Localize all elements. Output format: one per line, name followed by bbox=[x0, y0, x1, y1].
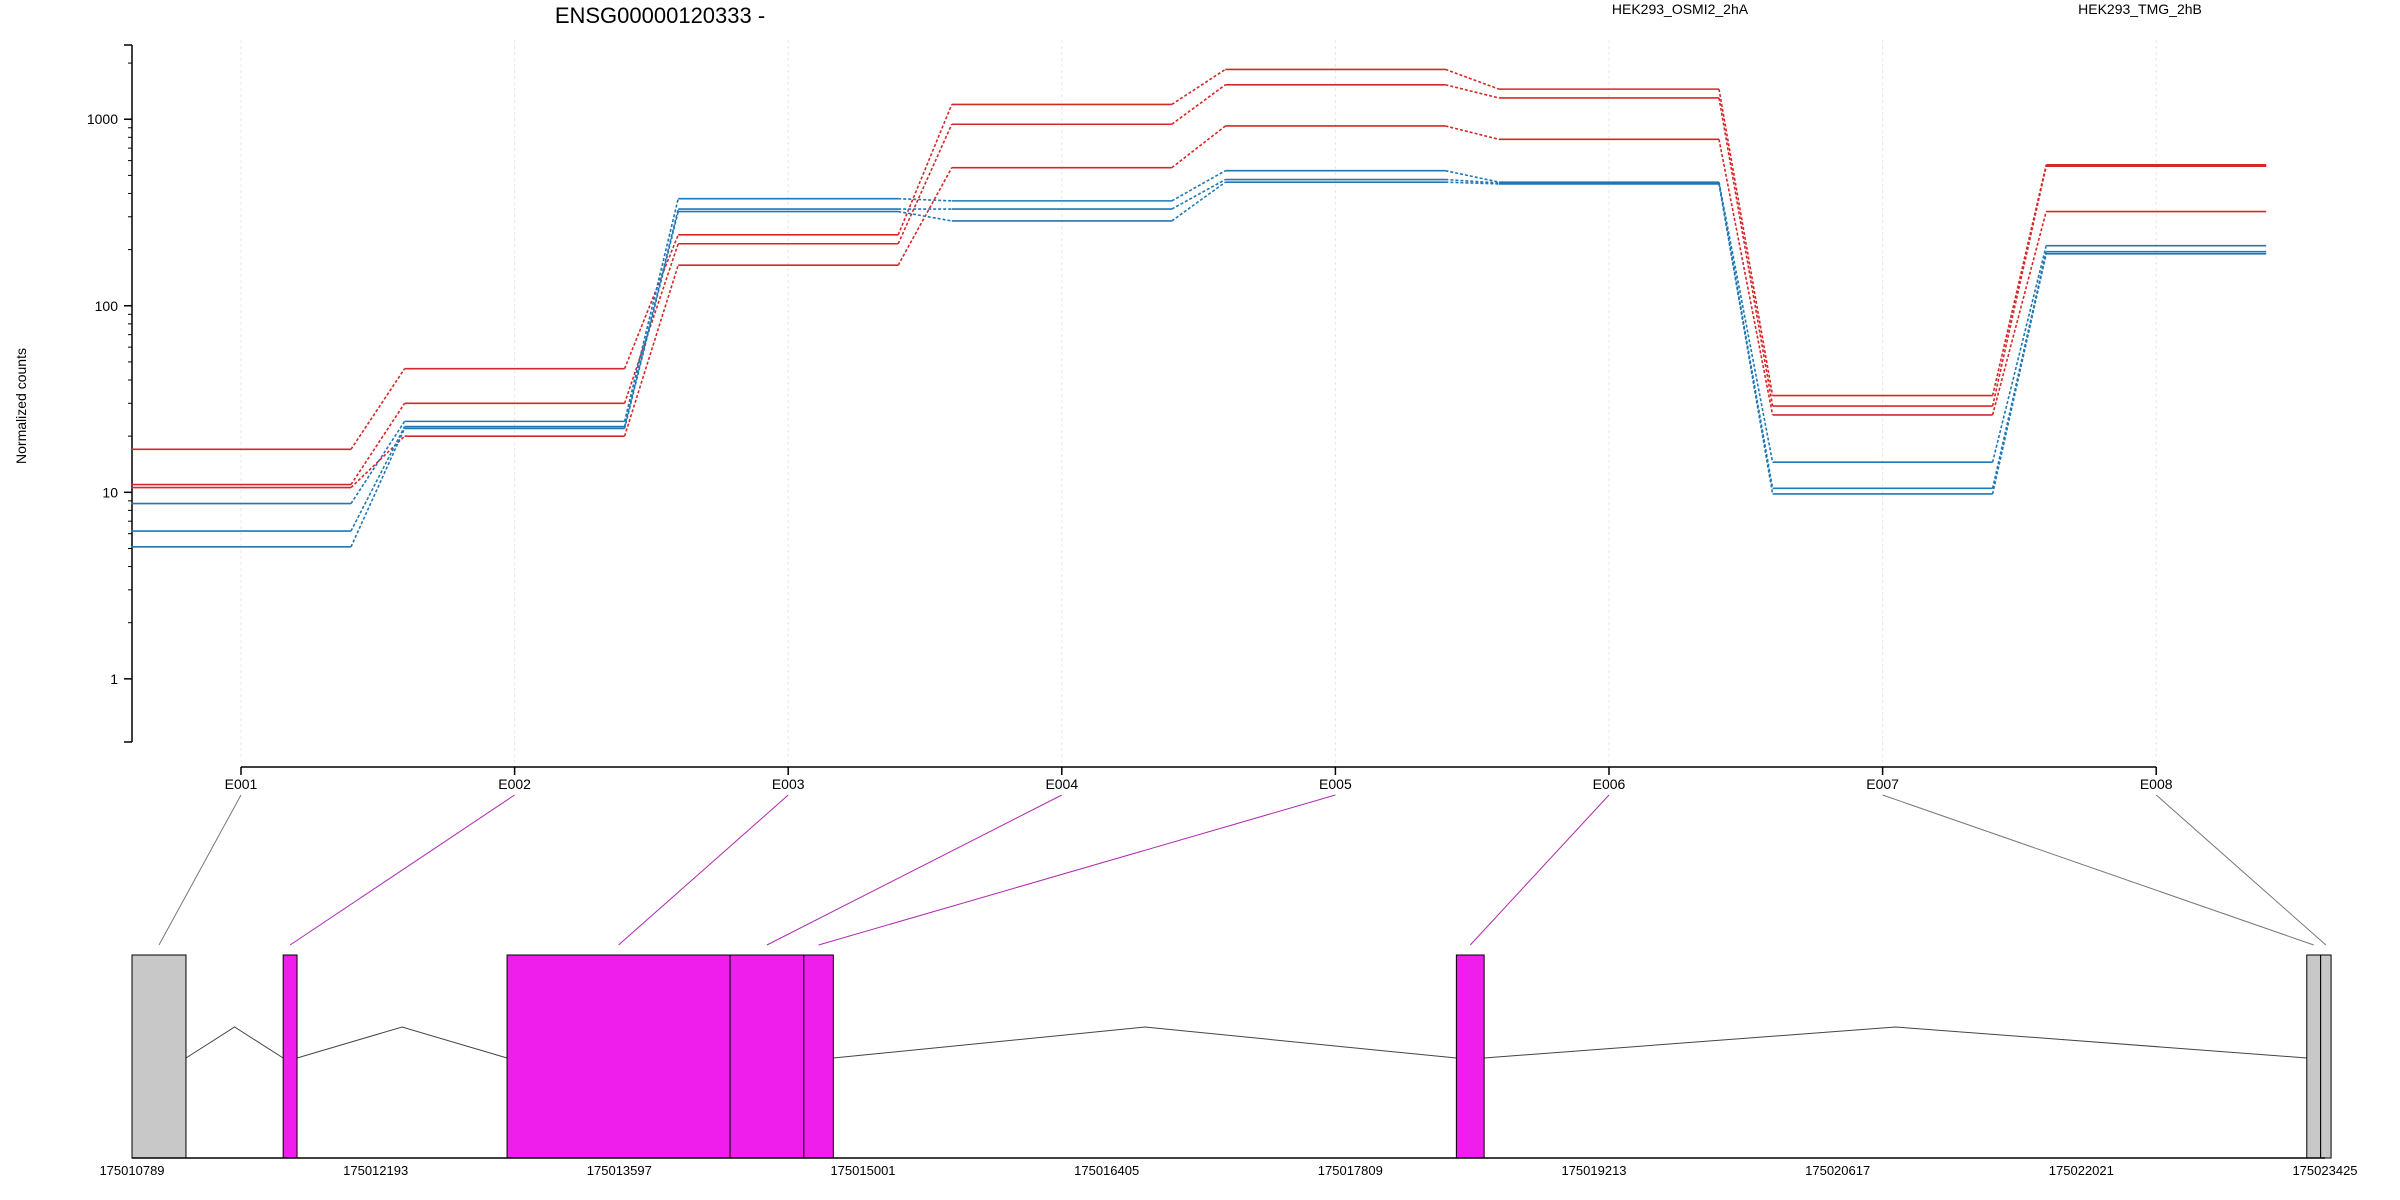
y-tick-label: 10 bbox=[102, 484, 118, 500]
genomic-tick-label: 175023425 bbox=[2292, 1163, 2357, 1178]
genomic-tick-label: 175012193 bbox=[343, 1163, 408, 1178]
series-connector bbox=[623, 264, 679, 437]
exon-block bbox=[506, 954, 731, 1159]
series-connector bbox=[350, 426, 406, 532]
series-line-3 bbox=[131, 125, 2267, 489]
series-connector bbox=[1445, 125, 1500, 141]
x-tick-label: E002 bbox=[498, 776, 531, 792]
series-connector bbox=[1718, 181, 1774, 463]
genomic-tick-label: 175017809 bbox=[1318, 1163, 1383, 1178]
series-connector bbox=[897, 104, 953, 236]
exon-connectors bbox=[158, 794, 2327, 946]
series-line-4 bbox=[131, 169, 2267, 505]
series-connector bbox=[350, 402, 406, 486]
x-tick-label: E007 bbox=[1866, 776, 1899, 792]
legend-entry-tmg: HEK293_TMG_2hB bbox=[2078, 1, 2202, 17]
genomic-tick-label: 175020617 bbox=[1805, 1163, 1870, 1178]
series-connector bbox=[898, 210, 952, 222]
series-connector bbox=[350, 428, 406, 548]
series-connector bbox=[1445, 84, 1500, 99]
series-connector bbox=[623, 243, 679, 404]
series-connector bbox=[623, 211, 679, 429]
exon-block bbox=[2306, 954, 2322, 1159]
genomic-tick-label: 175016405 bbox=[1074, 1163, 1139, 1178]
series-line-2 bbox=[131, 83, 2267, 486]
genomic-tick-label: 175019213 bbox=[1561, 1163, 1626, 1178]
genomic-tick-label: 175010789 bbox=[99, 1163, 164, 1178]
series-line-6 bbox=[131, 181, 2267, 548]
series-connector bbox=[897, 123, 953, 245]
chart-title: ENSG00000120333 - bbox=[555, 3, 765, 28]
series-lines bbox=[131, 68, 2267, 548]
series-connector bbox=[1171, 84, 1226, 125]
series-connector bbox=[1171, 68, 1226, 106]
series-line-1 bbox=[131, 68, 2267, 451]
connector-e005 bbox=[818, 794, 1336, 946]
series-connector bbox=[623, 234, 679, 369]
y-tick-label: 1 bbox=[110, 671, 118, 687]
series-connector bbox=[350, 420, 406, 505]
exon-block bbox=[803, 954, 834, 1159]
series-connector bbox=[1171, 125, 1226, 169]
series-connector bbox=[1445, 169, 1500, 183]
series-connector bbox=[1445, 178, 1500, 184]
grid-lines bbox=[240, 40, 2157, 767]
x-tick-label: E006 bbox=[1593, 776, 1626, 792]
x-tick-label: E001 bbox=[225, 776, 258, 792]
x-tick-label: E005 bbox=[1319, 776, 1352, 792]
series-line-5 bbox=[131, 178, 2267, 532]
intron-line bbox=[296, 1026, 508, 1059]
connector-e007 bbox=[1882, 794, 2314, 946]
series-connector bbox=[1445, 68, 1500, 90]
series-connector bbox=[623, 208, 679, 427]
series-connector bbox=[1171, 178, 1226, 210]
intron-line bbox=[1484, 1026, 2307, 1059]
plot-axes: 1 10 100 1000 E001 E002 E003 E004 E005 E006 E007 E0… bbox=[87, 44, 2173, 792]
connector-e003 bbox=[618, 794, 789, 946]
series-connector bbox=[1718, 88, 1774, 396]
genomic-tick-label: 175015001 bbox=[830, 1163, 895, 1178]
intron-line bbox=[185, 1026, 284, 1059]
gene-model: 175010789 175012193 175013597 175015001 1750… bbox=[99, 954, 2358, 1178]
series-connector bbox=[898, 197, 952, 202]
series-connector bbox=[1445, 181, 1500, 185]
exon-block bbox=[131, 954, 187, 1159]
connector-e008 bbox=[2155, 794, 2327, 946]
genomic-tick-label: 175013597 bbox=[587, 1163, 652, 1178]
series-connector bbox=[1171, 181, 1226, 222]
series-connector bbox=[350, 368, 406, 450]
legend-entry-osmi2: HEK293_OSMI2_2hA bbox=[1612, 1, 1749, 17]
series-connector bbox=[1718, 139, 1774, 416]
series-connector bbox=[1991, 166, 2047, 407]
y-axis-label: Normalized counts bbox=[13, 348, 29, 464]
exon-block bbox=[2320, 954, 2332, 1159]
connector-e001 bbox=[158, 794, 242, 946]
y-tick-label: 100 bbox=[95, 298, 119, 314]
series-connector bbox=[623, 198, 679, 422]
series-connector bbox=[1991, 253, 2047, 495]
x-tick-label: E008 bbox=[2140, 776, 2173, 792]
genomic-tick-label: 175022021 bbox=[2049, 1163, 2114, 1178]
x-tick-label: E004 bbox=[1045, 776, 1078, 792]
series-connector bbox=[1718, 97, 1774, 407]
connector-e004 bbox=[766, 794, 1063, 946]
series-connector bbox=[1991, 245, 2047, 463]
exon-block bbox=[282, 954, 298, 1159]
y-tick-label: 1000 bbox=[87, 111, 118, 127]
exon-block bbox=[729, 954, 805, 1159]
connector-e002 bbox=[289, 794, 515, 946]
exon-block bbox=[1455, 954, 1485, 1159]
series-connector bbox=[1718, 183, 1774, 495]
series-connector bbox=[1171, 169, 1226, 202]
intron-line bbox=[833, 1026, 1457, 1059]
series-connector bbox=[1991, 211, 2047, 416]
x-tick-label: E003 bbox=[772, 776, 805, 792]
connector-e006 bbox=[1469, 794, 1610, 946]
